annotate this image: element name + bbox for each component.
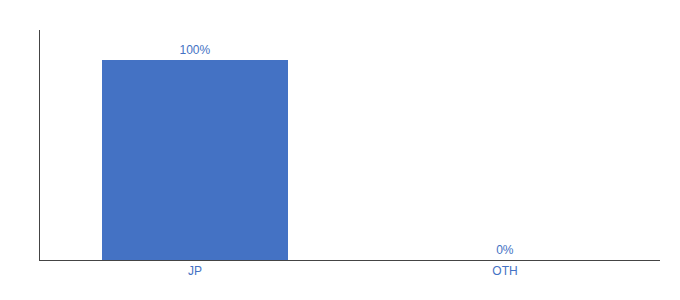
svg-text:100%: 100% bbox=[179, 43, 210, 57]
svg-text:0%: 0% bbox=[496, 243, 514, 257]
svg-text:JP: JP bbox=[188, 264, 202, 278]
svg-text:OTH: OTH bbox=[492, 264, 517, 278]
